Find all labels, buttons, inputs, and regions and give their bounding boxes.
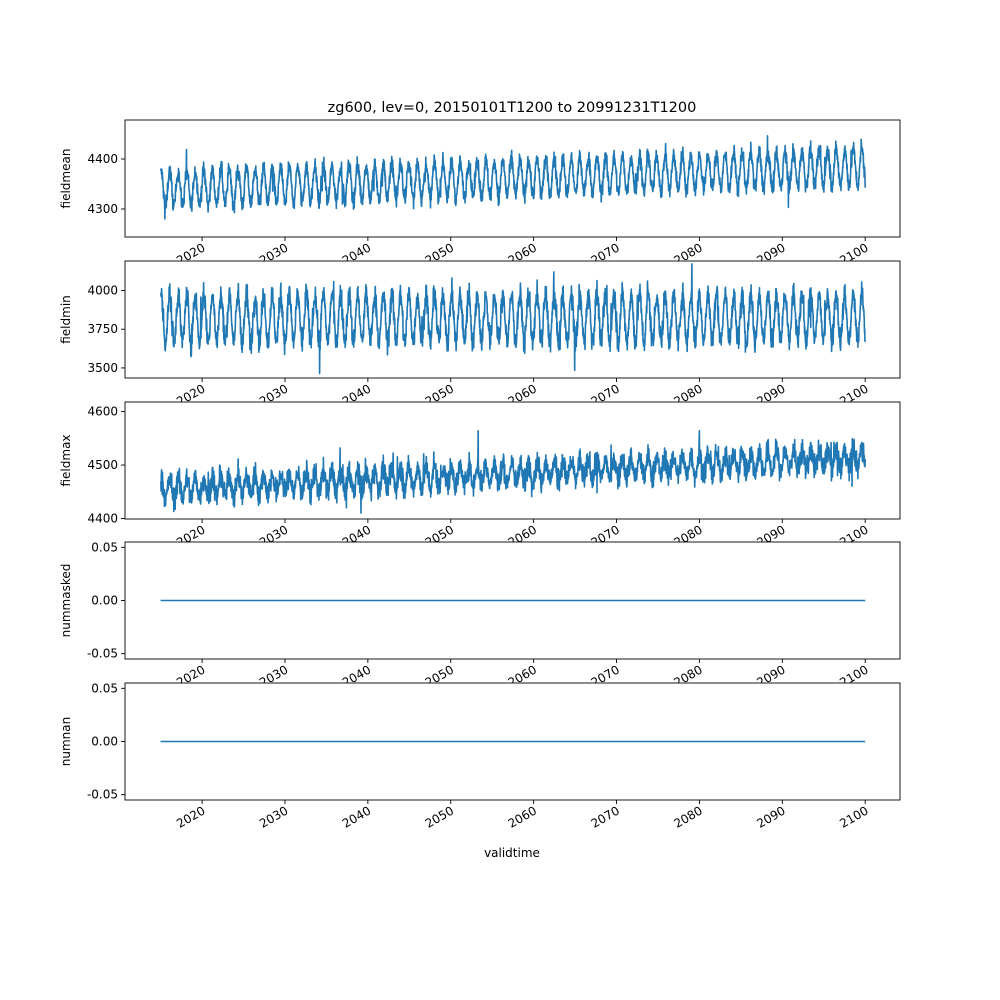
plot-frame bbox=[124, 260, 901, 379]
y-tick-label: -0.05 bbox=[87, 647, 118, 661]
y-axis-label: fieldmax bbox=[59, 434, 73, 486]
y-tick-label: -0.05 bbox=[87, 788, 118, 802]
y-tick-label: 4000 bbox=[87, 283, 118, 297]
series-line-fieldmin bbox=[159, 263, 866, 375]
y-tick-label: 0.05 bbox=[91, 681, 118, 695]
y-axis-label: fieldmin bbox=[59, 295, 73, 344]
y-tick-label: 0.05 bbox=[91, 540, 118, 554]
y-tick-label: 0.00 bbox=[91, 594, 118, 608]
y-tick-label: 4400 bbox=[87, 511, 118, 525]
series-line-fieldmean bbox=[160, 135, 866, 220]
plot-frame bbox=[124, 401, 901, 520]
y-axis-label: fieldmean bbox=[59, 149, 73, 209]
y-tick-label: 4400 bbox=[87, 152, 118, 166]
y-tick-label: 4300 bbox=[87, 202, 118, 216]
y-axis-label: nummasked bbox=[59, 564, 73, 638]
y-tick-label: 3500 bbox=[87, 361, 118, 375]
series-line-fieldmax bbox=[159, 429, 866, 514]
y-tick-label: 4600 bbox=[87, 405, 118, 419]
y-tick-label: 3750 bbox=[87, 322, 118, 336]
figure-title: zg600, lev=0, 20150101T1200 to 20991231T… bbox=[328, 100, 697, 116]
y-tick-label: 4500 bbox=[87, 458, 118, 472]
y-tick-label: 0.00 bbox=[91, 735, 118, 749]
y-axis-label: numnan bbox=[59, 717, 73, 766]
x-axis-label: validtime bbox=[484, 846, 540, 860]
plot-frame bbox=[124, 119, 901, 238]
